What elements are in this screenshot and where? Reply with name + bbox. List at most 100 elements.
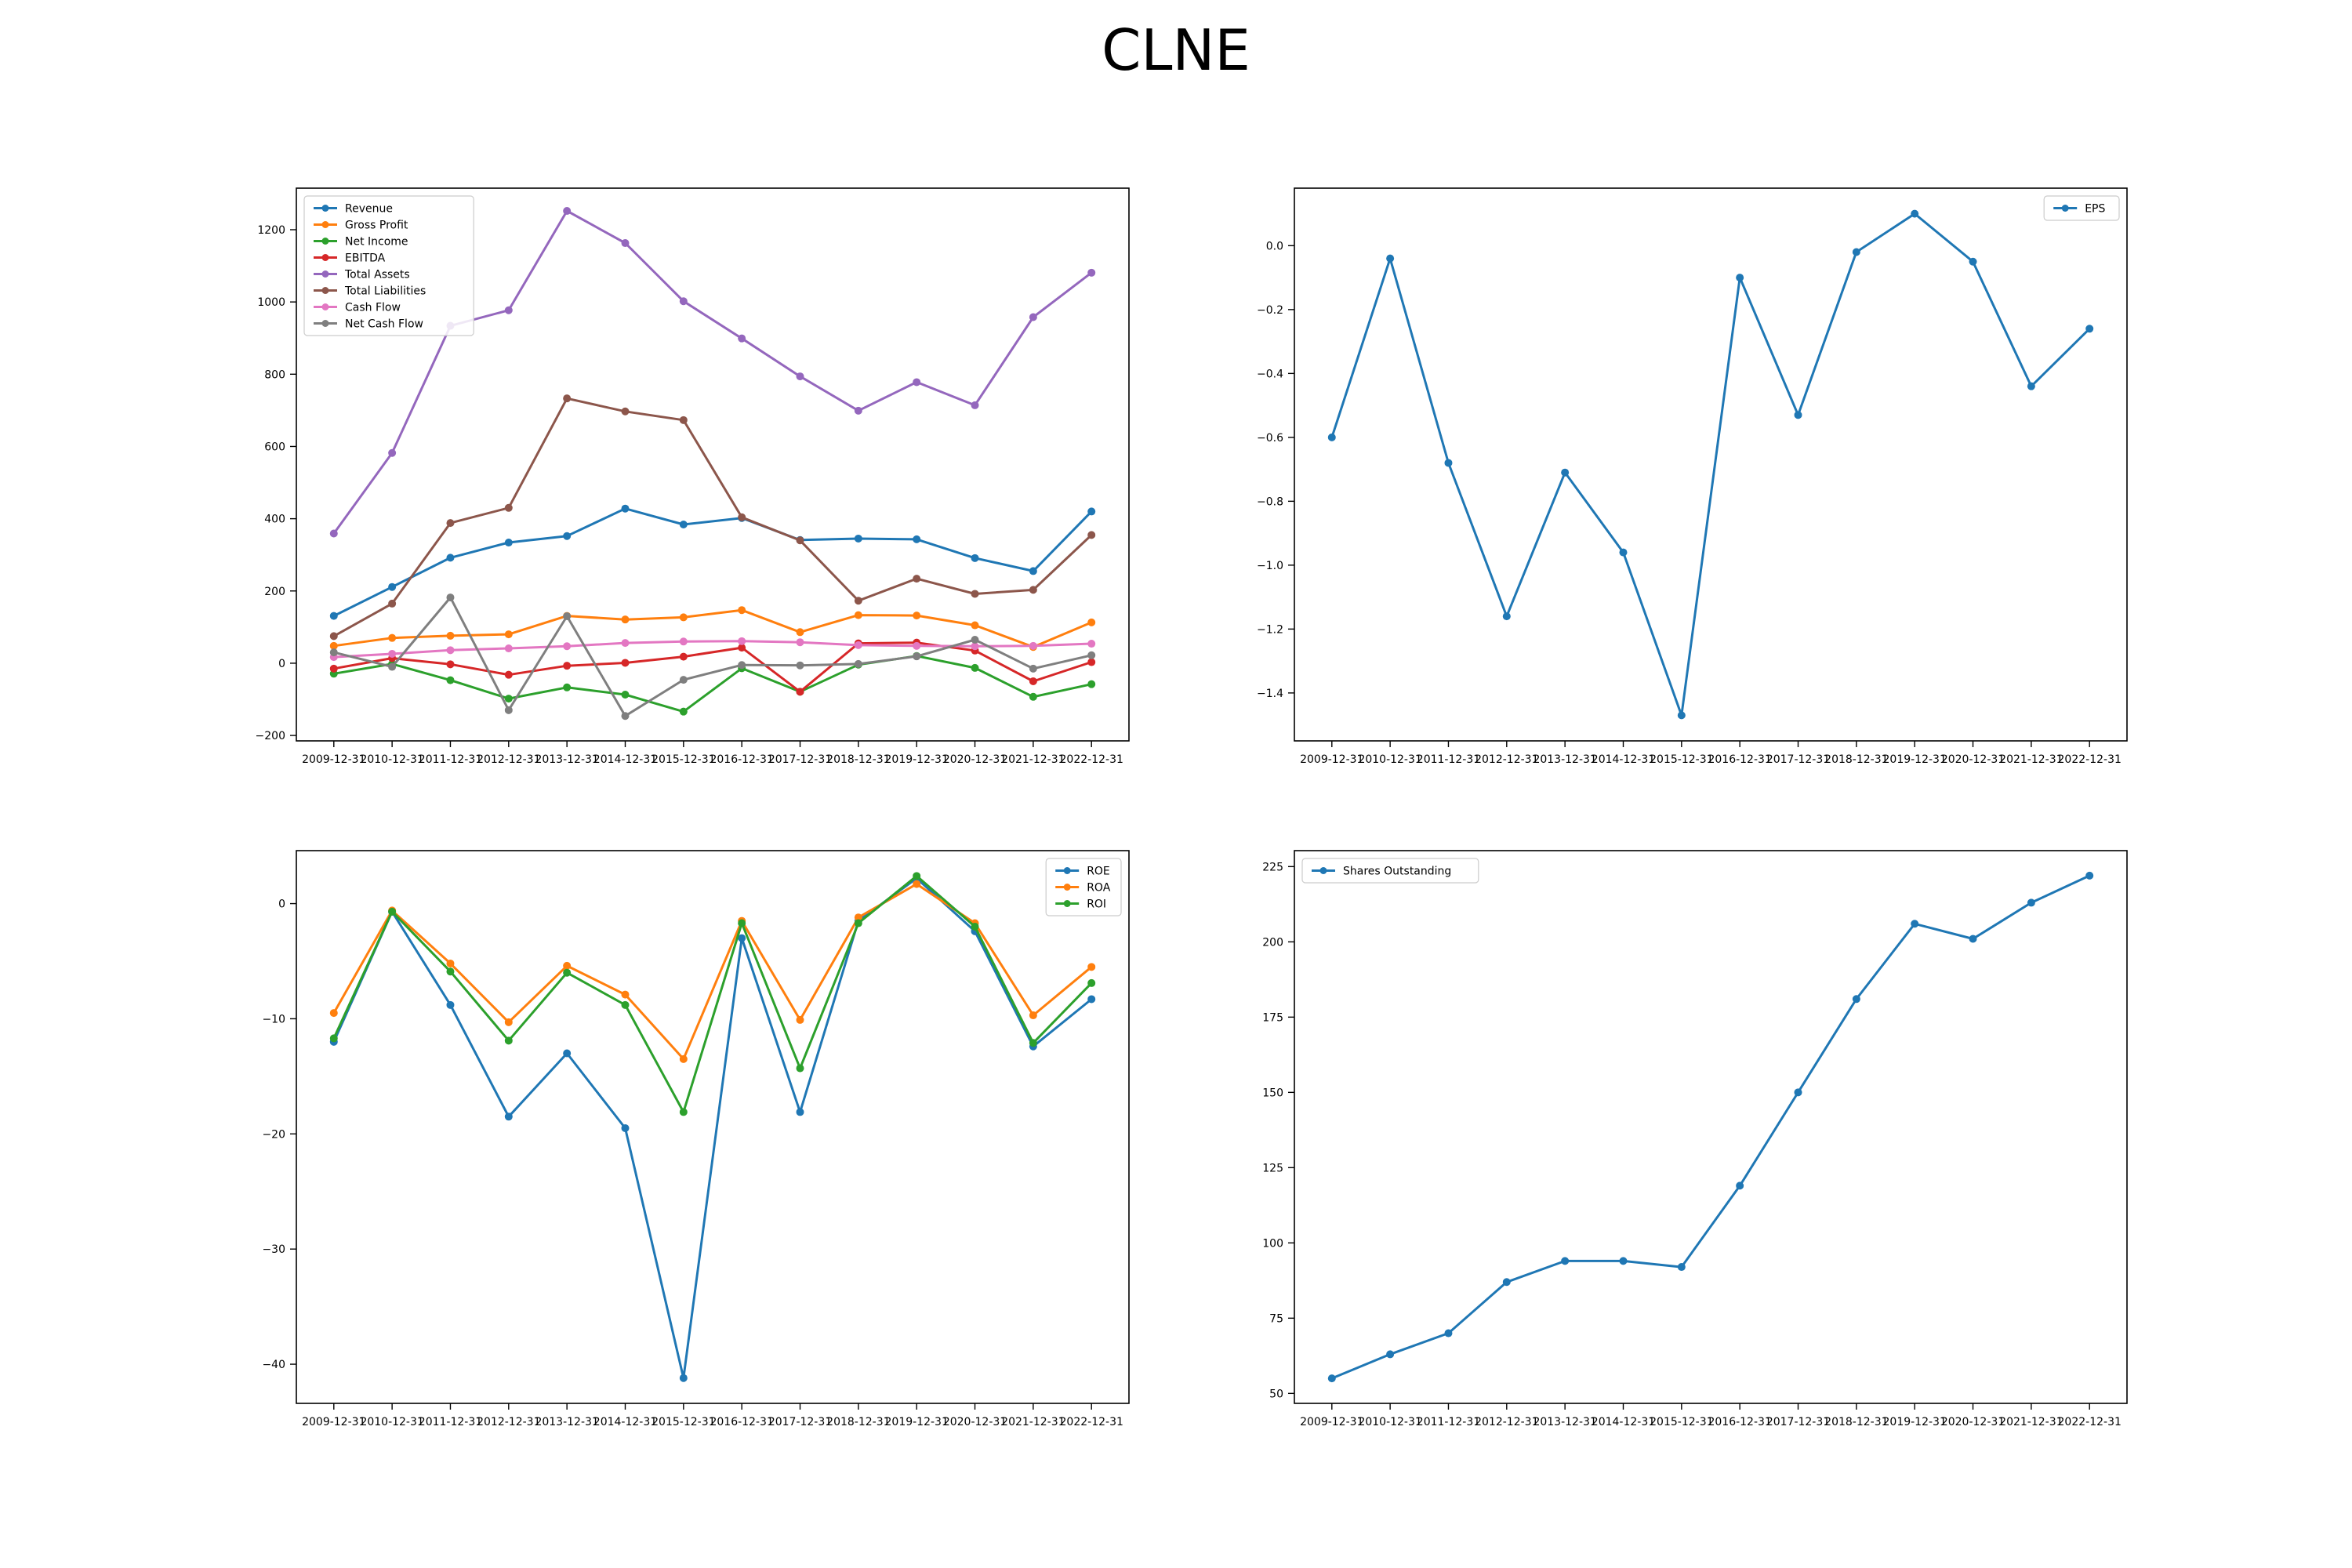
data-point <box>2027 898 2035 907</box>
data-point <box>1444 1329 1453 1338</box>
data-point <box>446 967 455 976</box>
data-point <box>679 613 688 622</box>
data-point <box>446 959 455 967</box>
data-point <box>738 919 746 927</box>
data-point <box>1911 920 1919 928</box>
legend-box <box>2043 195 2120 221</box>
data-point <box>1561 1257 1570 1265</box>
y-tick-label: −20 <box>262 1128 285 1141</box>
x-tick-label: 2022-12-31 <box>1060 753 1123 766</box>
data-point <box>329 529 338 538</box>
data-point <box>563 394 572 403</box>
plot-frame <box>1294 187 2128 742</box>
data-point <box>1087 963 1096 971</box>
data-point <box>1619 1257 1628 1265</box>
x-tick-label: 2011-12-31 <box>419 1416 482 1428</box>
data-point <box>1029 664 1037 673</box>
data-point <box>854 611 862 619</box>
data-point <box>504 670 513 679</box>
data-point <box>504 695 513 703</box>
data-point <box>679 676 688 684</box>
data-point <box>971 621 979 630</box>
legend-marker <box>321 238 329 245</box>
data-point <box>971 635 979 644</box>
series-line <box>333 397 1093 637</box>
y-tick-label: 0 <box>278 658 285 670</box>
data-point <box>446 1000 455 1009</box>
data-point <box>679 520 688 528</box>
data-point <box>504 706 513 714</box>
data-point <box>971 554 979 562</box>
x-tick-label: 2012-12-31 <box>477 1416 540 1428</box>
x-tick-label: 2016-12-31 <box>710 753 773 766</box>
plot-frame <box>296 850 1130 1404</box>
data-point <box>854 597 862 605</box>
data-point <box>388 649 397 658</box>
y-tick-label: −10 <box>262 1013 285 1025</box>
data-point <box>504 1036 513 1045</box>
data-point <box>1852 248 1860 256</box>
data-point <box>854 659 862 668</box>
data-point <box>621 1000 630 1009</box>
legend-marker <box>321 320 329 327</box>
legend-label: ROI <box>1087 898 1106 911</box>
data-point <box>971 590 979 598</box>
x-tick-label: 2018-12-31 <box>826 1416 890 1428</box>
y-tick-label: 0.0 <box>1266 240 1283 252</box>
legend-marker <box>321 254 329 261</box>
x-tick-label: 2018-12-31 <box>826 753 890 766</box>
data-point <box>971 663 979 672</box>
data-point <box>1677 711 1686 720</box>
data-point <box>854 919 862 927</box>
y-tick-label: −1.4 <box>1257 688 1283 700</box>
data-point <box>563 961 572 970</box>
data-point <box>796 661 804 670</box>
data-point <box>1087 507 1096 516</box>
data-point <box>621 990 630 999</box>
series-line <box>333 596 1092 717</box>
data-point <box>621 615 630 624</box>
data-point <box>679 1054 688 1063</box>
data-point <box>971 922 979 931</box>
y-tick-label: −200 <box>256 730 285 742</box>
data-point <box>1029 677 1037 685</box>
legend-box <box>1301 858 1479 884</box>
y-tick-label: 75 <box>1269 1312 1283 1325</box>
data-point <box>971 401 979 409</box>
legend-marker <box>321 303 329 310</box>
data-point <box>679 297 688 306</box>
series-line <box>333 640 1092 659</box>
data-point <box>738 661 746 670</box>
legend-box <box>303 195 474 336</box>
x-tick-label: 2011-12-31 <box>1417 753 1480 766</box>
data-point <box>1386 1350 1395 1359</box>
data-point <box>1087 658 1096 666</box>
y-tick-label: 50 <box>1269 1388 1283 1400</box>
y-tick-label: 200 <box>1262 936 1283 949</box>
data-point <box>329 1034 338 1043</box>
data-point <box>1087 978 1096 987</box>
x-tick-label: 2013-12-31 <box>1533 753 1596 766</box>
data-point <box>1794 411 1802 419</box>
series-line <box>332 874 1093 1113</box>
x-tick-label: 2017-12-31 <box>1766 1416 1830 1428</box>
legend-label: Net Income <box>345 236 408 249</box>
data-point <box>738 334 746 343</box>
data-point <box>1029 1011 1037 1020</box>
data-point <box>2027 382 2035 390</box>
legend-marker <box>321 205 329 212</box>
data-point <box>738 513 746 521</box>
data-point <box>621 1123 630 1132</box>
y-tick-label: −1.2 <box>1257 623 1283 636</box>
x-tick-label: 2020-12-31 <box>943 753 1007 766</box>
x-tick-label: 2022-12-31 <box>2058 753 2122 766</box>
data-point <box>329 1009 338 1018</box>
data-point <box>913 641 921 650</box>
data-point <box>1794 1088 1802 1097</box>
figure-title: CLNE <box>1102 17 1250 83</box>
plot-frame <box>1294 850 2128 1404</box>
data-point <box>796 1064 804 1073</box>
data-point <box>796 1015 804 1024</box>
data-point <box>1087 531 1096 539</box>
data-point <box>1029 313 1037 321</box>
